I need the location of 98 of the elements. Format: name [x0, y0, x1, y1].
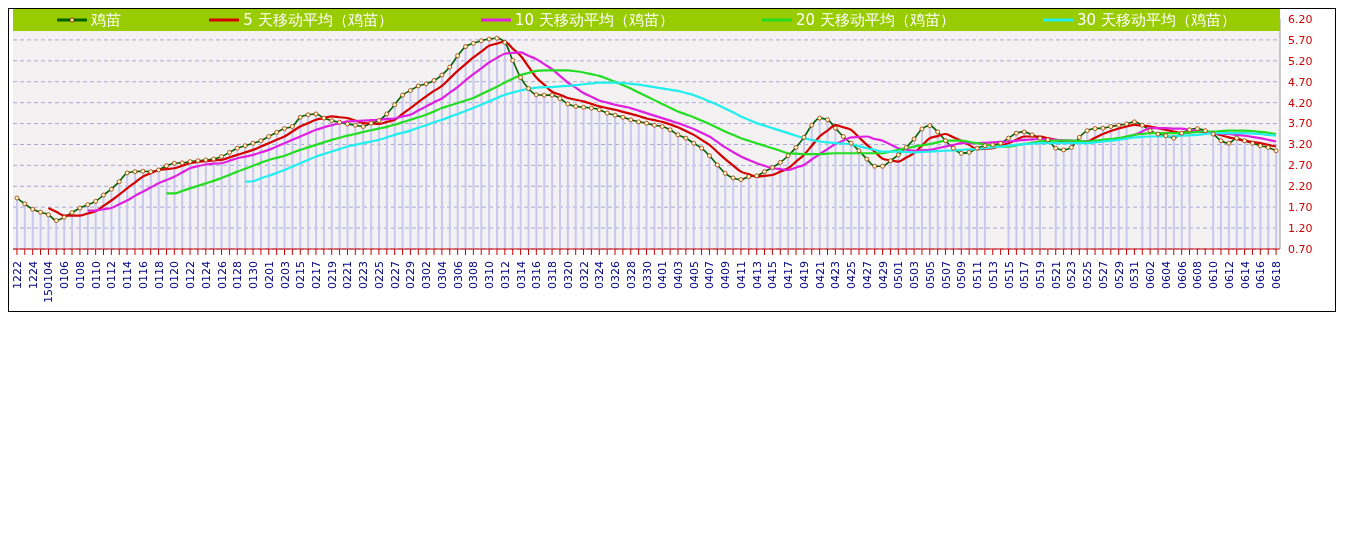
x-tick-label: 0421 [813, 261, 827, 289]
y-tick-label: 5.70 [1288, 33, 1313, 47]
x-tick-label: 0223 [357, 261, 371, 289]
x-tick-label: 0429 [876, 261, 890, 289]
x-tick-label: 1224 [26, 261, 40, 289]
x-tick-label: 0326 [609, 261, 623, 289]
x-tick-label: 0423 [829, 261, 843, 289]
x-tick-label: 0525 [1081, 261, 1095, 289]
x-tick-label: 0531 [1128, 261, 1142, 289]
x-tick-label: 0401 [656, 261, 670, 289]
x-tick-label: 0108 [73, 261, 87, 289]
x-tick-label: 0612 [1222, 261, 1236, 289]
x-tick-label: 0122 [184, 261, 198, 289]
x-tick-label: 0112 [105, 261, 119, 289]
x-tick-label: 0128 [231, 261, 245, 289]
x-tick-label: 0403 [671, 261, 685, 289]
y-tick-label: 3.70 [1288, 117, 1313, 131]
x-tick-label: 150104 [42, 261, 56, 303]
x-tick-label: 0114 [121, 261, 135, 289]
x-tick-label: 0618 [1270, 261, 1284, 289]
x-tick-label: 0306 [451, 261, 465, 289]
x-tick-label: 0405 [687, 261, 701, 289]
x-tick-label: 0503 [908, 261, 922, 289]
x-tick-label: 0511 [971, 261, 985, 289]
x-tick-label: 0221 [341, 261, 355, 289]
x-tick-label: 0606 [1175, 261, 1189, 289]
x-tick-label: 0308 [467, 261, 481, 289]
y-tick-label: 1.70 [1288, 201, 1313, 215]
x-tick-label: 0507 [939, 261, 953, 289]
x-tick-label: 0411 [734, 261, 748, 289]
x-tick-label: 0328 [624, 261, 638, 289]
y-tick-label: 4.20 [1288, 96, 1313, 110]
x-tick-label: 0126 [215, 261, 229, 289]
x-tick-label: 0515 [1002, 261, 1016, 289]
x-tick-label: 0616 [1254, 261, 1268, 289]
x-tick-label: 0330 [640, 261, 654, 289]
x-tick-label: 0505 [923, 261, 937, 289]
x-tick-label: 0608 [1191, 261, 1205, 289]
x-tick-label: 0529 [1112, 261, 1126, 289]
x-tick-label: 0604 [1159, 261, 1173, 289]
x-tick-label: 0427 [860, 261, 874, 289]
x-tick-label: 0302 [420, 261, 434, 289]
x-tick-label: 0110 [89, 261, 103, 289]
x-tick-label: 0407 [703, 261, 717, 289]
x-tick-label: 0417 [782, 261, 796, 289]
x-tick-label: 0523 [1065, 261, 1079, 289]
x-tick-label: 0415 [766, 261, 780, 289]
legend-label: 鸡苗 [91, 10, 122, 30]
legend-label: 10 天移动平均（鸡苗） [514, 10, 674, 30]
x-tick-label: 0203 [278, 261, 292, 289]
y-tick-label: 2.20 [1288, 180, 1313, 194]
x-tick-label: 0314 [514, 261, 528, 289]
x-tick-label: 0201 [262, 261, 276, 289]
x-tick-label: 0116 [136, 261, 150, 289]
x-tick-label: 0513 [986, 261, 1000, 289]
x-tick-label: 0517 [1018, 261, 1032, 289]
legend-label: 30 天移动平均（鸡苗） [1077, 10, 1236, 30]
x-tick-label: 0124 [199, 261, 213, 289]
x-tick-label: 0219 [325, 261, 339, 289]
x-tick-label: 0425 [845, 261, 859, 289]
x-tick-label: 0217 [309, 261, 323, 289]
x-tick-label: 0413 [750, 261, 764, 289]
x-tick-label: 0225 [372, 261, 386, 289]
x-tick-label: 0318 [546, 261, 560, 289]
x-tick-label: 0602 [1144, 261, 1158, 289]
x-tick-label: 0215 [294, 261, 308, 289]
x-tick-label: 0322 [577, 261, 591, 289]
y-tick-label: 4.70 [1288, 75, 1313, 89]
x-tick-label: 0118 [152, 261, 166, 289]
x-tick-label: 0130 [247, 261, 261, 289]
y-tick-label: 0.70 [1288, 242, 1313, 256]
x-tick-label: 0521 [1049, 261, 1063, 289]
x-tick-label: 1222 [10, 261, 24, 289]
x-tick-label: 0614 [1238, 261, 1252, 289]
legend-label: 20 天移动平均（鸡苗） [795, 10, 955, 30]
x-tick-label: 0501 [892, 261, 906, 289]
y-tick-label: 1.20 [1288, 222, 1313, 235]
x-tick-label: 0229 [404, 261, 418, 289]
x-tick-label: 0120 [168, 261, 182, 289]
x-tick-label: 0312 [498, 261, 512, 289]
x-tick-label: 0304 [435, 261, 449, 289]
x-tick-label: 0610 [1207, 261, 1221, 289]
legend-label: 5 天移动平均（鸡苗） [243, 10, 393, 30]
x-tick-label: 0527 [1096, 261, 1110, 289]
y-tick-label: 3.20 [1288, 138, 1313, 152]
x-tick-label: 0409 [719, 261, 733, 289]
x-tick-label: 0316 [530, 261, 544, 289]
y-tick-label: 5.20 [1288, 54, 1313, 68]
y-tick-label: 2.70 [1288, 159, 1313, 173]
x-tick-label: 0106 [58, 261, 72, 289]
x-tick-label: 0519 [1033, 261, 1047, 289]
y-tick-label: 6.20 [1288, 12, 1313, 26]
x-tick-label: 0509 [955, 261, 969, 289]
x-tick-label: 0320 [561, 261, 575, 289]
x-tick-label: 0419 [797, 261, 811, 289]
x-tick-label: 0324 [593, 261, 607, 289]
x-tick-label: 0227 [388, 261, 402, 289]
x-tick-label: 0310 [483, 261, 497, 289]
